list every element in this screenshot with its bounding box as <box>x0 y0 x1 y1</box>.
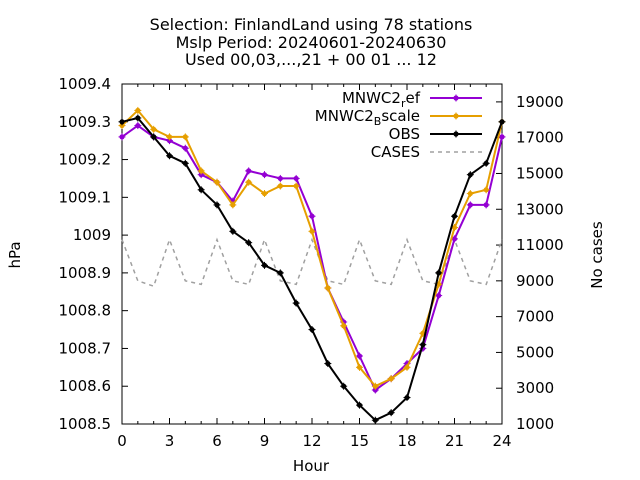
y-tick-label: 1008.7 <box>59 339 112 357</box>
x-tick-label: 15 <box>350 432 369 450</box>
y-tick-label: 1009.4 <box>59 75 112 93</box>
x-tick-label: 3 <box>165 432 175 450</box>
x-tick-label: 18 <box>397 432 416 450</box>
y2-tick-label: 13000 <box>516 200 564 218</box>
chart-title-line-2: Mslp Period: 20240601-20240630 <box>176 33 447 52</box>
y-axis-label: hPa <box>6 241 24 268</box>
x-tick-label: 21 <box>445 432 464 450</box>
x-tick-label: 0 <box>117 432 127 450</box>
legend-label: MNWC2Bscale <box>315 107 420 128</box>
series-mnwc2_bscale <box>118 106 506 390</box>
x-tick-label: 24 <box>492 432 511 450</box>
legend-entry: OBS <box>389 125 482 143</box>
y2-tick-label: 7000 <box>516 308 554 326</box>
series-obs <box>118 114 506 424</box>
y2-tick-label: 9000 <box>516 272 554 290</box>
y-tick-label: 1008.6 <box>59 377 112 395</box>
chart-title: Selection: FinlandLand using 78 stations… <box>150 15 473 69</box>
legend-label: MNWC2ref <box>342 89 421 110</box>
chart-title-line-3: Used 00,03,...,21 + 00 01 ... 12 <box>185 50 437 69</box>
legend-entry: MNWC2ref <box>342 89 482 110</box>
x-tick-label: 6 <box>212 432 222 450</box>
legend-entry: CASES <box>371 143 482 161</box>
y-tick-label: 1008.8 <box>59 302 112 320</box>
chart-title-line-1: Selection: FinlandLand using 78 stations <box>150 15 473 34</box>
x-tick-label: 9 <box>260 432 270 450</box>
x-tick-label: 12 <box>302 432 321 450</box>
series-line <box>121 237 503 288</box>
data-series <box>118 106 506 424</box>
y-tick-label: 1009.2 <box>59 151 112 169</box>
legend-entry: MNWC2Bscale <box>315 107 482 128</box>
y2-axis-label: No cases <box>588 221 606 289</box>
y2-tick-label: 11000 <box>516 236 564 254</box>
x-axis-label: Hour <box>293 457 330 475</box>
y2-tick-label: 1000 <box>516 415 554 433</box>
y2-tick-label: 17000 <box>516 129 564 147</box>
y2-tick-label: 5000 <box>516 343 554 361</box>
y-tick-label: 1008.9 <box>59 264 112 282</box>
y2-tick-label: 3000 <box>516 379 554 397</box>
series-cases <box>121 237 503 288</box>
y-tick-label: 1009 <box>73 226 111 244</box>
y-tick-label: 1008.5 <box>59 415 112 433</box>
legend-label: OBS <box>389 125 420 143</box>
axis-ticks: 0 3 6 9 12 15 18 21 24 1008.5 1008.6 1008.7 1008.8 10… <box>59 75 564 450</box>
series-line <box>121 124 503 392</box>
series-line <box>121 116 503 422</box>
y2-tick-label: 19000 <box>516 93 564 111</box>
y2-tick-label: 15000 <box>516 164 564 182</box>
y-tick-label: 1009.1 <box>59 188 112 206</box>
y-tick-label: 1009.3 <box>59 113 112 131</box>
legend-label: CASES <box>371 143 420 161</box>
